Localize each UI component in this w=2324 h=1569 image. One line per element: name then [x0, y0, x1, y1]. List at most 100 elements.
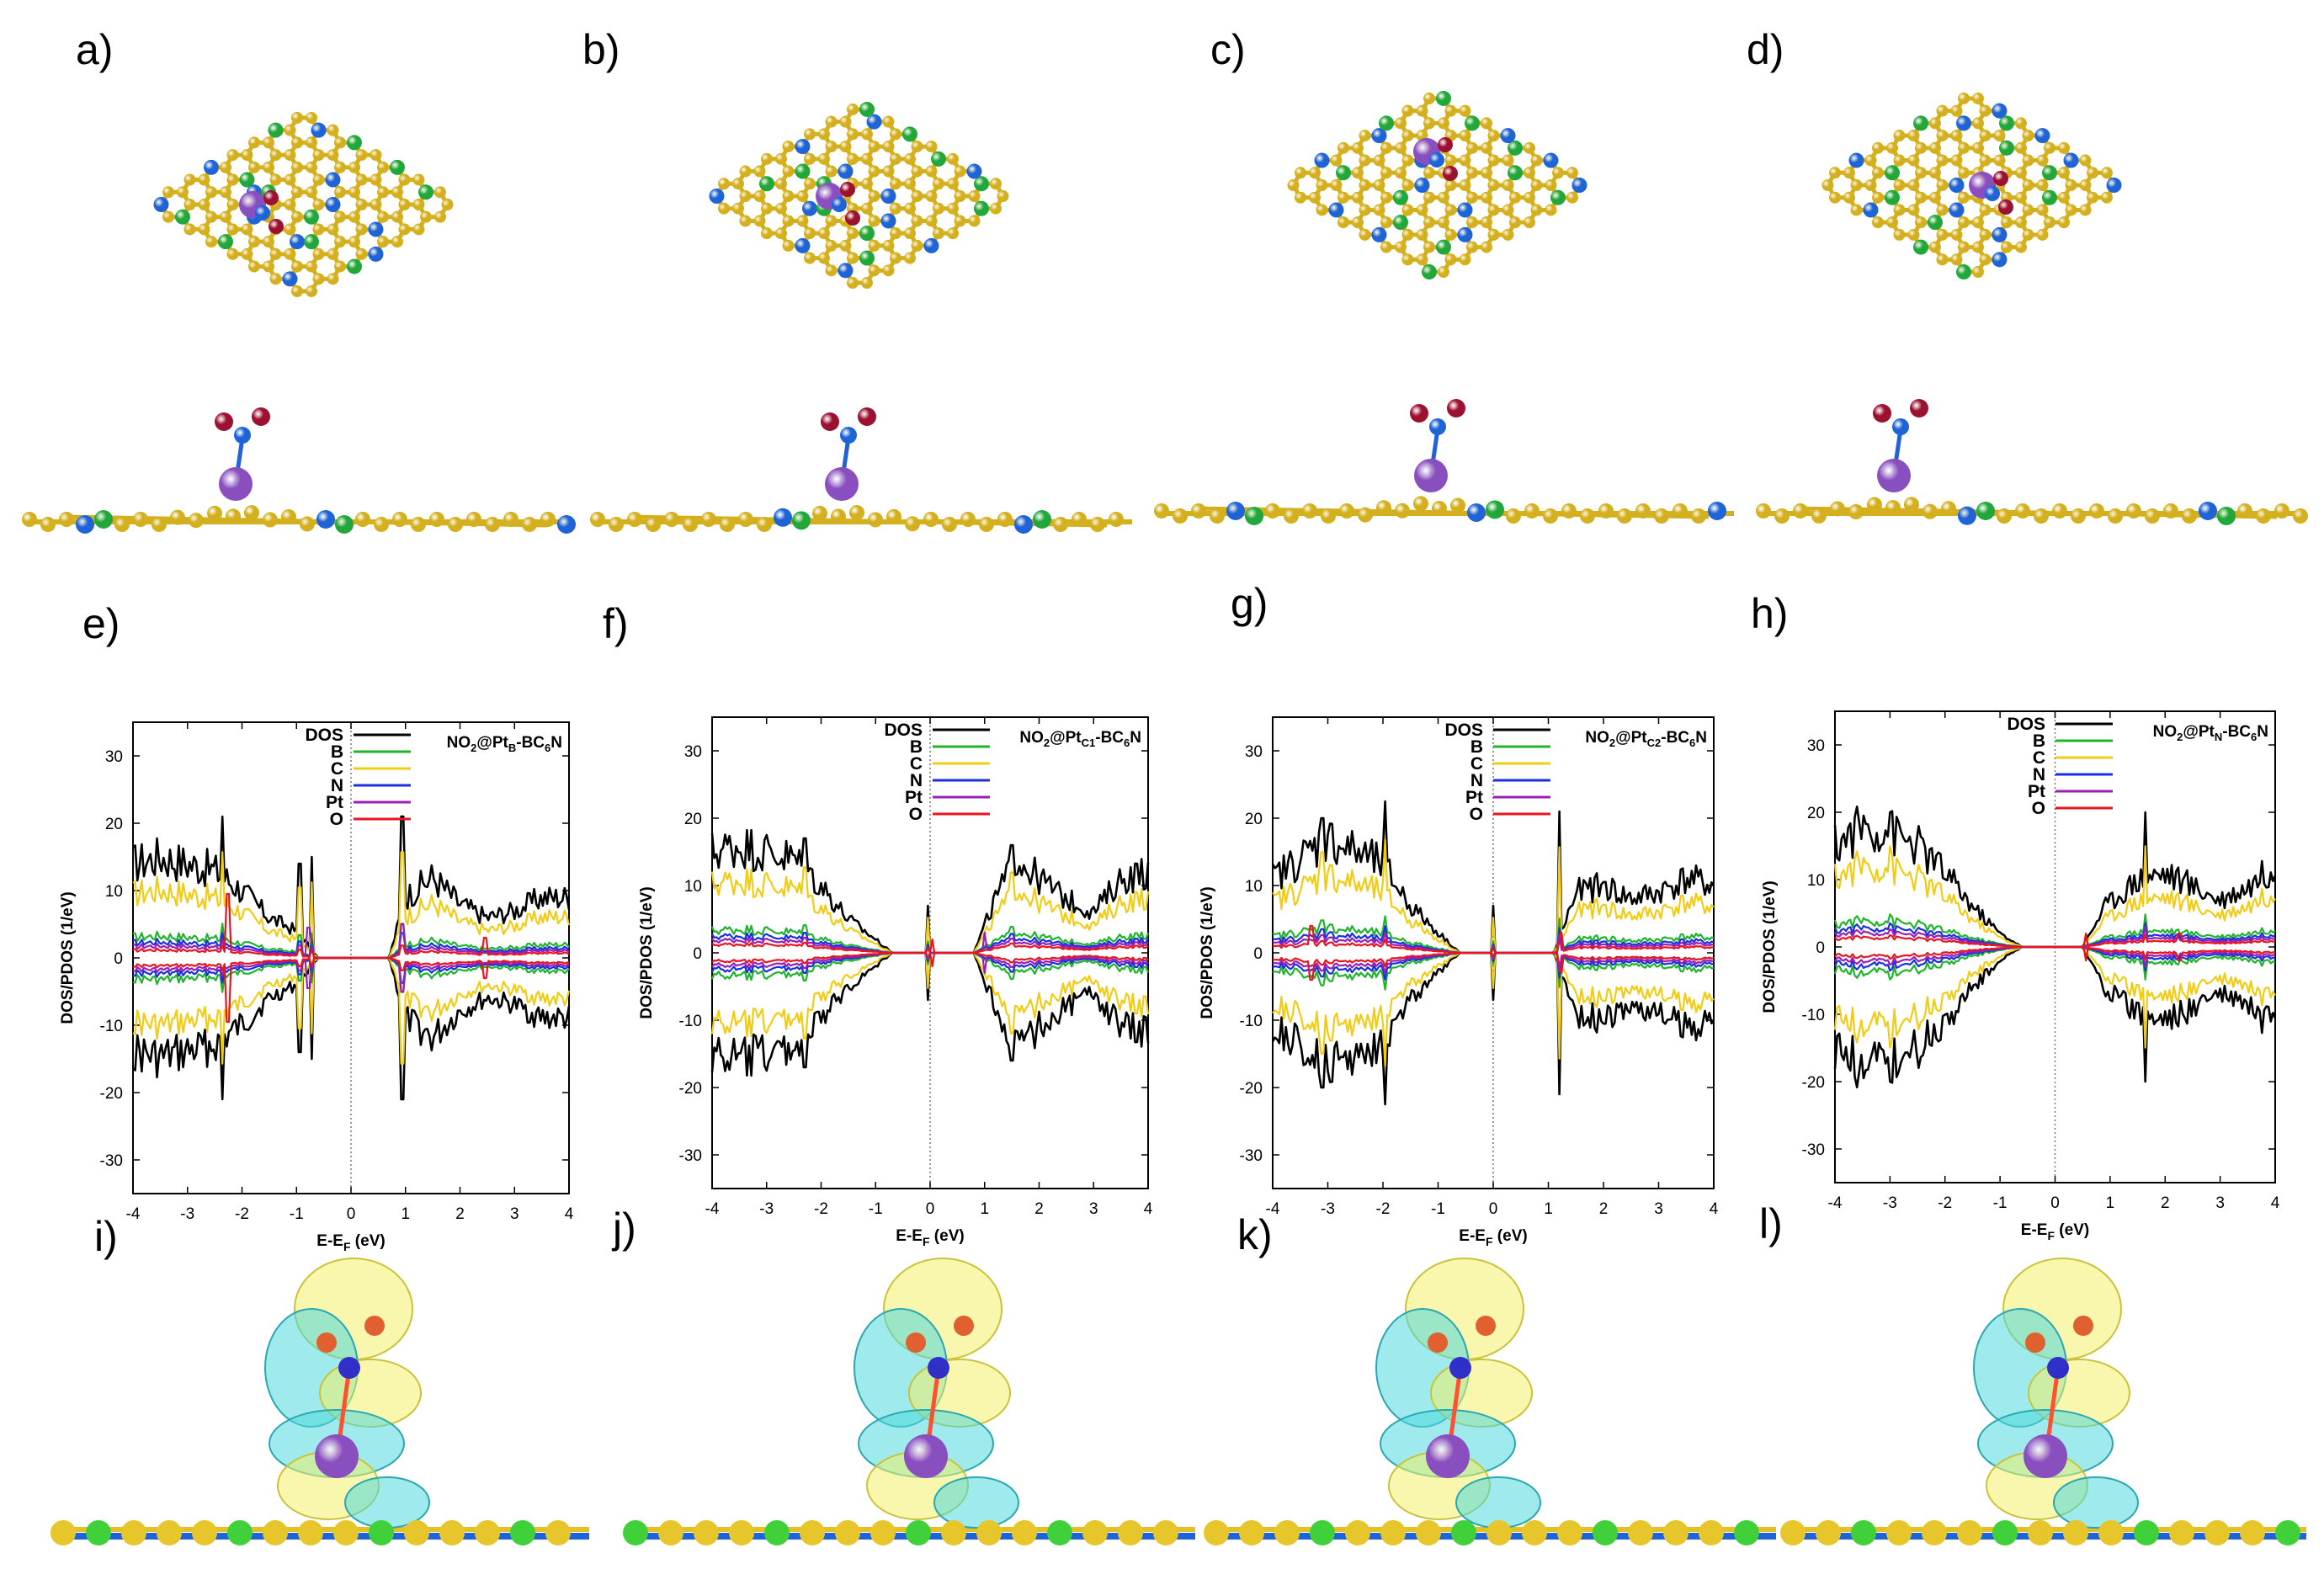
carbon-atom: [170, 509, 185, 525]
carbon-atom: [545, 1520, 571, 1545]
y-axis-label: DOS/PDOS (1/eV): [1199, 886, 1216, 1019]
carbon-atom: [2058, 167, 2070, 179]
carbon-atom: [2101, 191, 2113, 204]
carbon-atom: [1915, 191, 1927, 204]
carbon-atom: [306, 260, 317, 273]
carbon-atom: [284, 223, 296, 236]
carbon-atom: [1929, 117, 1941, 130]
carbon-atom: [198, 223, 210, 236]
carbon-atom: [198, 173, 210, 186]
carbon-atom: [291, 186, 303, 199]
carbon-atom: [2087, 191, 2098, 204]
carbon-atom: [434, 186, 446, 199]
carbon-atom: [1416, 1520, 1441, 1545]
x-tick-label: 0: [2050, 1194, 2060, 1212]
legend-label: Pt: [326, 793, 343, 812]
x-axis-label: E-EF (eV): [316, 1232, 385, 1253]
carbon-atom: [192, 1520, 217, 1545]
carbon-atom: [947, 178, 959, 190]
carbon-atom: [947, 202, 959, 215]
carbon-atom: [1979, 253, 1992, 266]
carbon-atom: [627, 512, 642, 527]
carbon-atom: [503, 512, 519, 527]
carbon-atom: [1438, 191, 1449, 204]
carbon-atom: [1654, 508, 1669, 524]
carbon-atom: [2087, 167, 2098, 179]
nitrogen-atom: [1892, 418, 1909, 435]
carbon-atom: [2098, 1520, 2124, 1545]
carbon-atom: [1395, 241, 1407, 253]
carbon-atom: [683, 517, 698, 532]
nitrogen-atom: [1314, 152, 1330, 168]
y-tick-label: -20: [679, 1080, 702, 1098]
carbon-atom: [818, 227, 830, 240]
nitrogen-atom: [2047, 1357, 2069, 1379]
carbon-atom: [2022, 130, 2034, 142]
carbon-atom: [905, 516, 920, 532]
carbon-atom: [782, 215, 795, 227]
boron-atom: [764, 1520, 790, 1545]
x-tick-label: 4: [565, 1205, 574, 1223]
y-tick-label: 10: [684, 878, 702, 896]
carbon-atom: [753, 215, 766, 227]
carbon-atom: [1552, 167, 1564, 179]
carbon-atom: [1423, 241, 1435, 253]
carbon-atom: [2071, 508, 2086, 524]
carbon-atom: [1886, 1520, 1912, 1545]
carbon-atom: [334, 260, 346, 273]
carbon-atom: [2182, 508, 2197, 524]
carbon-atom: [1524, 216, 1535, 229]
carbon-atom: [248, 136, 260, 149]
nitrogen-atom: [1014, 515, 1033, 534]
carbon-atom: [1886, 141, 1898, 154]
carbon-atom: [882, 239, 895, 252]
carbon-atom: [1487, 179, 1500, 191]
y-axis-label: DOS/PDOS (1/eV): [1761, 880, 1779, 1013]
carbon-atom: [198, 199, 210, 210]
carbon-atom: [22, 512, 37, 527]
carbon-atom: [291, 136, 303, 149]
top-view-structure: [1287, 90, 1587, 280]
boron-atom: [218, 234, 233, 250]
carbon-atom: [434, 210, 446, 223]
charge-density-view: [1204, 1258, 1776, 1545]
legend-label: B: [331, 742, 343, 762]
carbon-atom: [1012, 1520, 1037, 1545]
oxygen-atom: [906, 1332, 926, 1353]
legend-label: N: [910, 771, 923, 790]
x-tick-label: 1: [401, 1205, 410, 1223]
carbon-atom: [1380, 241, 1392, 253]
x-tick-label: 2: [1599, 1200, 1609, 1218]
carbon-atom: [1265, 503, 1280, 519]
nitrogen-atom: [557, 515, 576, 534]
nitrogen-atom: [838, 263, 854, 279]
carbon-atom: [1530, 204, 1543, 216]
carbon-atom: [800, 1520, 825, 1545]
nitrogen-atom: [795, 139, 811, 155]
boron-atom: [931, 151, 946, 167]
platinum-atom: [315, 1434, 359, 1478]
carbon-atom: [183, 223, 196, 236]
carbon-atom: [398, 199, 411, 210]
carbon-atom: [1699, 1520, 1724, 1545]
carbon-atom: [284, 247, 296, 260]
carbon-atom: [281, 509, 296, 524]
carbon-atom: [189, 513, 204, 529]
platinum-atom: [904, 1434, 948, 1478]
carbon-atom: [990, 178, 1002, 190]
carbon-atom: [1864, 154, 1877, 167]
carbon-atom: [1459, 253, 1471, 266]
carbon-atom: [226, 223, 239, 236]
carbon-atom: [2034, 508, 2049, 524]
boron-atom: [974, 200, 989, 216]
carbon-atom: [1416, 228, 1428, 241]
y-tick-label: 30: [1245, 743, 1263, 761]
carbon-atom: [334, 236, 346, 248]
nitrogen-atom: [880, 213, 896, 229]
carbon-atom: [732, 202, 744, 215]
carbon-atom: [1444, 253, 1457, 266]
